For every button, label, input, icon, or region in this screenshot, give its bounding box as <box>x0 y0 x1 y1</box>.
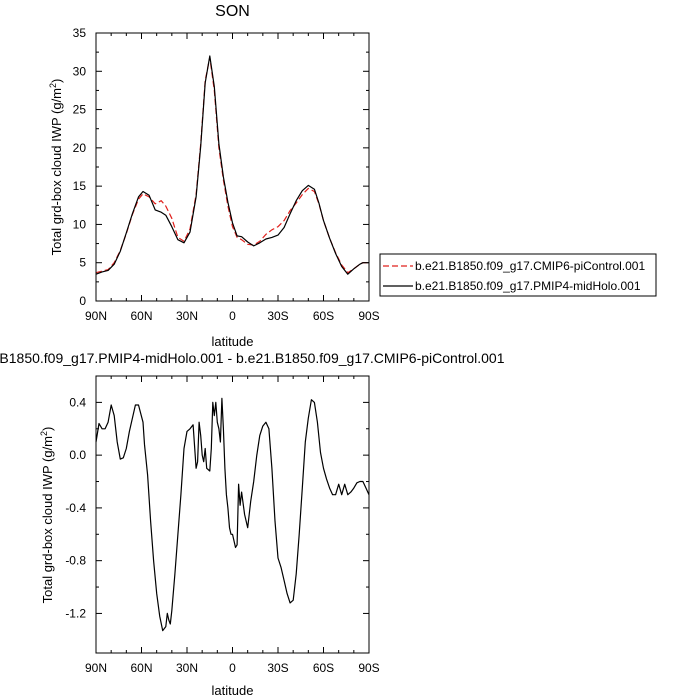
top-plot-frame <box>95 32 370 302</box>
bottom-x-tick-label: 60S <box>313 661 334 675</box>
top-y-axis-label-main: Total grd-box cloud IWP (g/m <box>49 88 64 255</box>
top-y-axis-label-close: ) <box>49 79 64 83</box>
top-series-lines <box>95 55 369 275</box>
bottom-x-tick-label: 90N <box>85 661 107 675</box>
top-chart: SON 90N 60N 30N 0 30S 60S 90S 0 5 10 15 20 25 30 35 l… <box>48 3 657 349</box>
bottom-series-lines <box>95 397 370 632</box>
top-y-tick-label: 20 <box>73 141 87 155</box>
bottom-chart-title: b.e21.B1850.f09_g17.PMIP4-midHolo.001 - … <box>0 350 505 366</box>
bottom-y-tick-label: 0.4 <box>69 395 86 409</box>
bottom-y-axis-label-main: Total grd-box cloud IWP (g/m <box>40 436 55 603</box>
top-y-axis-label: Total grd-box cloud IWP (g/m2) <box>48 79 64 256</box>
bottom-y-axis-label-close: ) <box>40 427 55 431</box>
bottom-y-tick-label: -0.8 <box>65 554 86 568</box>
top-y-tick-label: 25 <box>73 103 87 117</box>
legend-label-midholo: b.e21.B1850.f09_g17.PMIP4-midHolo.001 <box>415 279 641 293</box>
top-y-axis-label-sup: 2 <box>48 83 58 88</box>
bottom-y-tick-label: 0.0 <box>69 448 86 462</box>
top-x-tick-label: 60N <box>130 309 152 323</box>
bottom-y-tick-labels: -1.2 -0.8 -0.4 0.0 0.4 <box>65 395 86 620</box>
top-x-tick-label: 0 <box>229 309 236 323</box>
top-x-tick-label: 30N <box>176 309 198 323</box>
bottom-plot-frame <box>95 375 370 654</box>
top-series-line-0 <box>95 56 369 274</box>
bottom-y-axis-label: Total grd-box cloud IWP (g/m2) <box>39 427 55 604</box>
bottom-x-tick-label: 30S <box>267 661 288 675</box>
legend-label-picontrol: b.e21.B1850.f09_g17.CMIP6-piControl.001 <box>415 259 645 273</box>
top-y-tick-label: 0 <box>79 294 86 308</box>
top-x-tick-label: 90S <box>358 309 379 323</box>
top-x-axis-label: latitude <box>212 334 254 349</box>
top-x-tick-label: 90N <box>85 309 107 323</box>
top-y-tick-label: 15 <box>73 179 87 193</box>
top-series-line-1 <box>95 55 369 275</box>
bottom-x-tick-label: 90S <box>358 661 379 675</box>
bottom-axis-ticks <box>95 376 370 653</box>
bottom-x-axis-label: latitude <box>212 683 254 698</box>
top-y-tick-labels: 0 5 10 15 20 25 30 35 <box>73 26 87 308</box>
top-y-tick-label: 30 <box>73 64 87 78</box>
top-y-tick-label: 5 <box>79 256 86 270</box>
bottom-x-tick-labels: 90N 60N 30N 0 30S 60S 90S <box>85 661 380 675</box>
bottom-y-tick-label: -0.4 <box>65 501 86 515</box>
top-chart-title: SON <box>215 3 250 20</box>
bottom-y-axis-label-sup: 2 <box>39 431 49 436</box>
bottom-chart: b.e21.B1850.f09_g17.PMIP4-midHolo.001 - … <box>0 350 505 698</box>
legend: b.e21.B1850.f09_g17.CMIP6-piControl.001 … <box>379 253 657 297</box>
bottom-y-tick-label: -1.2 <box>65 606 86 620</box>
bottom-x-tick-label: 60N <box>130 661 152 675</box>
bottom-series-line-0 <box>95 397 370 632</box>
top-x-tick-label: 30S <box>267 309 288 323</box>
top-y-tick-label: 10 <box>73 217 87 231</box>
bottom-x-tick-label: 30N <box>176 661 198 675</box>
bottom-x-tick-label: 0 <box>229 661 236 675</box>
top-x-tick-labels: 90N 60N 30N 0 30S 60S 90S <box>85 309 380 323</box>
top-y-tick-label: 35 <box>73 26 87 40</box>
legend-box <box>379 253 657 297</box>
top-x-tick-label: 60S <box>313 309 334 323</box>
top-axis-ticks <box>95 32 370 302</box>
